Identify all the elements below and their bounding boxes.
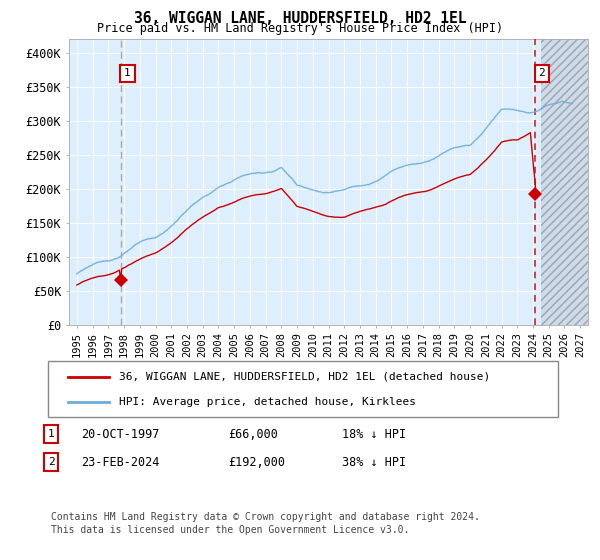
Text: 23-FEB-2024: 23-FEB-2024 [81, 455, 160, 469]
Text: 1: 1 [47, 429, 55, 439]
Text: 36, WIGGAN LANE, HUDDERSFIELD, HD2 1EL: 36, WIGGAN LANE, HUDDERSFIELD, HD2 1EL [134, 11, 466, 26]
Text: 18% ↓ HPI: 18% ↓ HPI [342, 427, 406, 441]
Text: 36, WIGGAN LANE, HUDDERSFIELD, HD2 1EL (detached house): 36, WIGGAN LANE, HUDDERSFIELD, HD2 1EL (… [119, 372, 491, 382]
Text: £66,000: £66,000 [228, 427, 278, 441]
Text: HPI: Average price, detached house, Kirklees: HPI: Average price, detached house, Kirk… [119, 396, 416, 407]
FancyBboxPatch shape [48, 361, 558, 417]
Text: 20-OCT-1997: 20-OCT-1997 [81, 427, 160, 441]
Bar [541, 39, 588, 325]
Text: 2: 2 [47, 457, 55, 467]
Text: 1: 1 [124, 68, 131, 78]
Text: 2: 2 [538, 68, 545, 78]
Text: 38% ↓ HPI: 38% ↓ HPI [342, 455, 406, 469]
Text: Price paid vs. HM Land Registry's House Price Index (HPI): Price paid vs. HM Land Registry's House … [97, 22, 503, 35]
Text: £192,000: £192,000 [228, 455, 285, 469]
Text: Contains HM Land Registry data © Crown copyright and database right 2024.
This d: Contains HM Land Registry data © Crown c… [51, 512, 480, 535]
